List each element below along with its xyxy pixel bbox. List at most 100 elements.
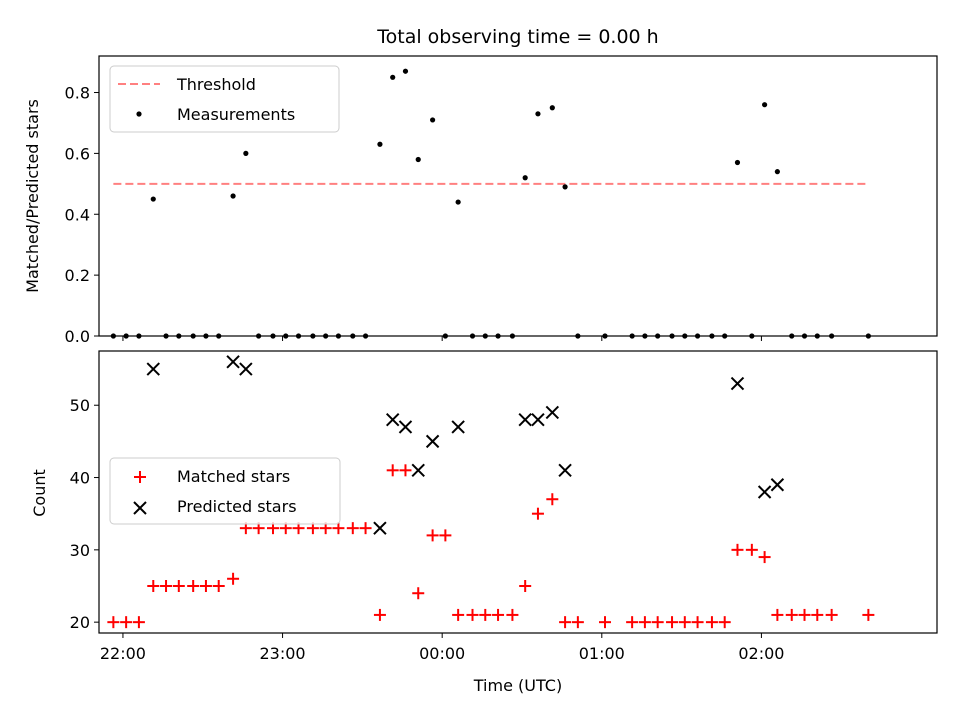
bottom-axes-frame (98, 350, 938, 634)
top-y-axis-label: Matched/Predicted stars (23, 99, 42, 293)
predicted-star-point (730, 376, 745, 391)
predicted-star-point (770, 478, 785, 492)
top-y-tick-label: 0.4 (65, 205, 90, 224)
matched-star-point (651, 616, 664, 629)
matched-star-point (811, 608, 824, 621)
bottom-y-axis-label: Count (30, 469, 49, 517)
legend-threshold-label: Threshold (176, 75, 256, 94)
matched-star-point (785, 608, 798, 621)
matched-star-point (212, 580, 225, 592)
matched-star-point (862, 608, 875, 621)
measurement-point (522, 175, 528, 181)
matched-star-point (199, 580, 212, 592)
matched-star-point (332, 522, 345, 535)
matched-star-point (386, 464, 399, 477)
matched-star-point (107, 616, 120, 629)
matched-star-point (172, 580, 185, 592)
predicted-star-point (558, 463, 572, 478)
predicted-star-point (239, 362, 253, 376)
matched-star-point (771, 608, 784, 621)
legend-matched-label: Matched stars (177, 467, 290, 486)
measurement-point (390, 74, 396, 80)
matched-star-point (705, 616, 718, 629)
matched-star-point (678, 616, 691, 629)
predicted-star-point (518, 412, 532, 427)
matched-star-point (571, 616, 584, 629)
x-tick-label: 02:00 (738, 644, 784, 663)
top-y-ticks: 0.0 0.2 0.4 0.6 0.8 (65, 84, 99, 346)
predicted-star-point (545, 405, 560, 420)
predicted-star-point (398, 420, 413, 434)
matched-star-point (187, 580, 200, 592)
measurement-point (415, 156, 421, 163)
predicted-star-point (531, 412, 545, 427)
top-y-tick-label: 0.0 (65, 327, 90, 346)
figure-title: Total observing time = 0.00 h (376, 26, 658, 48)
matched-star-point (718, 616, 731, 629)
matched-star-point (160, 580, 173, 592)
top-y-tick-label: 0.6 (65, 144, 90, 163)
top-legend: Threshold Measurements (109, 65, 340, 133)
bottom-y-ticks: 20 30 40 50 (70, 396, 99, 632)
top-x-ticks (122, 336, 762, 341)
x-tick-label: 00:00 (419, 644, 465, 663)
matched-star-point (666, 616, 679, 629)
matched-star-point (227, 572, 240, 585)
matched-star-point (825, 608, 838, 621)
measurement-point (535, 111, 541, 117)
predicted-star-point (385, 412, 400, 427)
measurement-point (243, 150, 249, 156)
top-panel: 0.00.20.40.60.8 Matched/Predicted stars … (23, 55, 938, 346)
legend-measurements-label: Measurements (177, 105, 295, 124)
legend-predicted-label: Predicted stars (177, 497, 297, 516)
bottom-marks (107, 355, 875, 629)
bottom-y-tick-label: 40 (70, 469, 90, 488)
matched-star-point (745, 543, 758, 556)
legend-measurements-marker (136, 111, 142, 117)
matched-star-point (638, 616, 651, 629)
predicted-star-point (146, 362, 160, 376)
bottom-panel: 20 30 40 50 22:00 23:00 00:00 01:00 02:00 Count… (30, 350, 938, 695)
matched-star-point (452, 608, 465, 621)
top-y-tick-label: 0.2 (65, 266, 90, 285)
predicted-star-point (757, 485, 772, 499)
matched-star-point (439, 529, 452, 542)
bottom-x-ticks: 22:00 23:00 00:00 01:00 02:00 (100, 633, 784, 663)
predicted-star-point (425, 434, 440, 449)
measurement-point (430, 117, 436, 123)
matched-star-point (373, 608, 386, 621)
matched-star-point (479, 608, 492, 621)
measurement-point (734, 159, 741, 166)
measurement-point (230, 193, 236, 199)
top-y-tick-label: 0.8 (65, 84, 90, 103)
matched-star-point (758, 551, 771, 564)
matched-star-point (120, 616, 133, 629)
matched-star-point (731, 543, 744, 556)
measurement-point (774, 169, 780, 175)
matched-star-point (598, 616, 611, 629)
x-axis-label: Time (UTC) (473, 676, 562, 695)
matched-star-point (519, 580, 532, 592)
matched-star-point (691, 616, 704, 629)
top-legend-box (109, 65, 340, 133)
predicted-star-point (411, 463, 425, 478)
legend-predicted-marker (133, 501, 147, 515)
matched-star-point (399, 464, 412, 477)
predicted-star-point (226, 355, 240, 369)
measurement-point (150, 196, 156, 202)
matched-star-point (559, 616, 572, 629)
bottom-y-tick-label: 50 (70, 396, 90, 415)
matched-star-point (466, 608, 479, 621)
bottom-y-tick-label: 30 (70, 541, 90, 560)
x-tick-label: 01:00 (579, 644, 625, 663)
matched-star-point (412, 587, 425, 600)
bottom-legend-box (109, 457, 341, 525)
matched-star-point (132, 616, 145, 629)
predicted-star-point (451, 420, 465, 434)
matched-star-point (346, 522, 359, 535)
measurement-point (377, 141, 383, 147)
bottom-legend: Matched stars Predicted stars (109, 457, 341, 525)
top-axes-frame (98, 55, 938, 337)
matched-star-point (626, 616, 639, 629)
